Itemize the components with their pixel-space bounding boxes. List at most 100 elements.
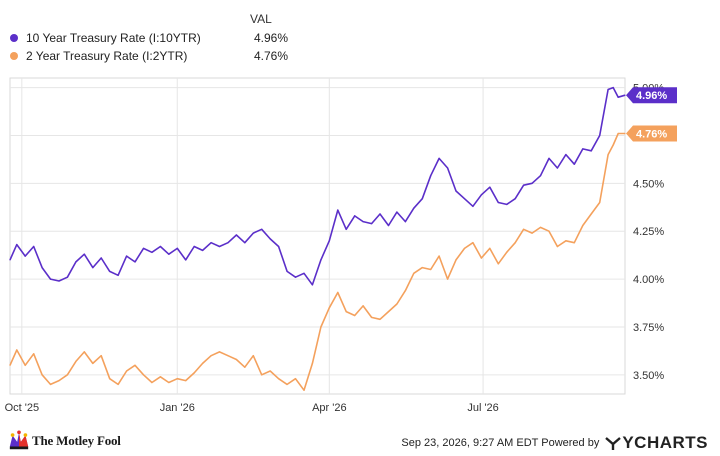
- data-point: [278, 378, 280, 380]
- data-point: [514, 242, 516, 244]
- data-point: [303, 272, 305, 274]
- data-point: [489, 247, 491, 249]
- end-label-2-year: 4.76%: [626, 125, 677, 142]
- data-point: [497, 263, 499, 265]
- data-point: [447, 278, 449, 280]
- data-point: [168, 253, 170, 255]
- data-point: [548, 157, 550, 159]
- data-point: [41, 374, 43, 376]
- data-point: [455, 190, 457, 192]
- data-point: [573, 242, 575, 244]
- data-point: [235, 234, 237, 236]
- data-point: [463, 198, 466, 200]
- end-label-text: 4.96%: [636, 90, 667, 102]
- y-tick-label: 4.50%: [633, 178, 664, 190]
- data-point: [539, 226, 542, 228]
- data-point: [294, 276, 297, 278]
- data-point: [261, 228, 263, 230]
- data-point: [75, 360, 77, 362]
- data-point: [24, 255, 26, 257]
- data-point: [100, 257, 102, 259]
- timestamp-attribution: Sep 23, 2026, 9:27 AM EDT Powered by: [401, 437, 600, 449]
- data-point: [142, 247, 145, 249]
- data-point: [337, 209, 339, 211]
- data-point: [193, 372, 195, 374]
- data-point: [218, 245, 221, 248]
- data-point: [624, 94, 626, 96]
- data-point: [227, 355, 229, 357]
- data-point: [447, 167, 449, 169]
- data-point: [362, 305, 364, 307]
- data-point: [193, 245, 195, 248]
- data-point: [294, 378, 297, 380]
- data-point: [531, 182, 533, 184]
- data-point: [531, 232, 533, 234]
- data-point: [463, 247, 466, 249]
- data-point: [371, 316, 373, 318]
- data-point: [472, 242, 474, 244]
- data-point: [438, 255, 440, 257]
- data-point: [523, 228, 525, 230]
- data-point: [66, 276, 68, 278]
- treasury-rate-line-chart: 3.50%3.75%4.00%4.25%4.50%5.00%Oct '25Jan…: [5, 77, 677, 414]
- series-10-year: [9, 86, 626, 286]
- data-point: [523, 184, 525, 186]
- data-point: [617, 96, 619, 98]
- legend-item-label: 10 Year Treasury Rate (I:10YTR): [26, 31, 201, 45]
- data-point: [159, 376, 161, 378]
- motley-fool-logo[interactable]: The Motley Fool: [8, 430, 121, 452]
- data-point: [497, 201, 499, 204]
- x-tick-label: Jul '26: [467, 402, 498, 414]
- data-point: [49, 383, 52, 385]
- data-point: [421, 198, 423, 200]
- x-tick-label: Oct '25: [5, 402, 40, 414]
- data-point: [514, 198, 516, 200]
- data-point: [109, 270, 111, 272]
- data-point: [506, 251, 508, 253]
- attribution: Sep 23, 2026, 9:27 AM EDT Powered by YCH…: [401, 433, 708, 453]
- series-2-year: [9, 132, 626, 391]
- plot-area: [9, 77, 626, 395]
- data-point: [328, 240, 330, 242]
- data-point: [573, 163, 575, 165]
- data-point: [269, 370, 271, 372]
- y-tick-label: 4.00%: [633, 274, 664, 286]
- legend-item-2-year[interactable]: 2 Year Treasury Rate (I:2YTR) 4.76%: [10, 48, 288, 64]
- data-point: [117, 383, 119, 385]
- data-point: [337, 291, 339, 294]
- end-label-flag: [626, 87, 677, 104]
- data-point: [311, 284, 313, 286]
- motley-fool-wordmark: The Motley Fool: [32, 433, 121, 448]
- data-point: [33, 245, 35, 248]
- legend-dot-2-year: [10, 52, 18, 60]
- data-point: [176, 378, 178, 380]
- data-point: [379, 213, 381, 215]
- data-point: [480, 257, 482, 259]
- data-point: [345, 311, 347, 313]
- data-point: [472, 205, 474, 207]
- data-point: [396, 211, 398, 213]
- data-point: [244, 242, 246, 244]
- data-point: [261, 374, 263, 376]
- data-point: [590, 150, 592, 152]
- data-point: [311, 362, 313, 364]
- data-point: [345, 228, 347, 230]
- data-point: [16, 349, 18, 351]
- data-point: [413, 272, 415, 274]
- data-point: [599, 134, 601, 137]
- data-point: [185, 380, 187, 382]
- data-point: [590, 213, 592, 215]
- data-point: [126, 370, 128, 372]
- legend-item-10-year[interactable]: 10 Year Treasury Rate (I:10YTR) 4.96%: [10, 30, 288, 46]
- data-point: [75, 261, 77, 263]
- data-point: [41, 267, 43, 269]
- data-point: [244, 366, 246, 368]
- data-point: [58, 280, 60, 282]
- data-point: [565, 240, 567, 242]
- legend-value-header: VAL: [250, 12, 272, 26]
- data-point: [83, 351, 85, 353]
- data-point: [404, 290, 406, 292]
- ycharts-logo[interactable]: YCHARTS: [605, 433, 708, 453]
- end-label-text: 4.76%: [636, 129, 667, 141]
- data-point: [371, 223, 373, 225]
